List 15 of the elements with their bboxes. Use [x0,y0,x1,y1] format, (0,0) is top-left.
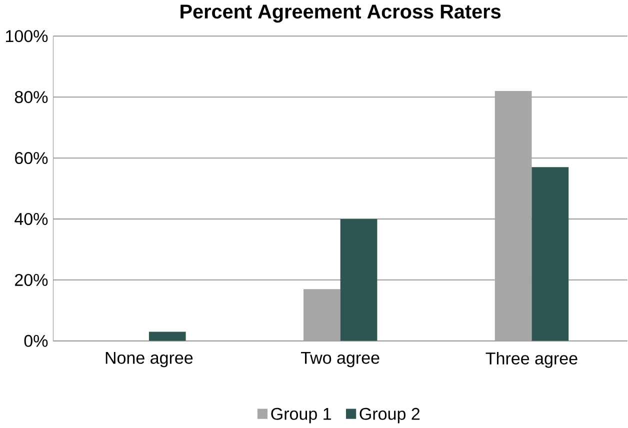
x-tick-label: Two agree [301,352,380,368]
y-tick-label: 40% [14,213,48,226]
bar [532,167,569,342]
y-tick-label: 80% [14,91,48,104]
y-tick-label: 60% [15,152,48,164]
y-tick-label: 20% [15,274,48,286]
legend-label: Group 1 [271,408,331,424]
chart-title: Percent Agreement Across Raters [180,4,501,23]
y-tick-label: 0% [24,335,48,348]
x-tick-label: Three agree [486,352,578,368]
legend-label: Group 2 [360,408,420,424]
bar [340,219,378,342]
x-tick-label: None agree [106,352,193,368]
y-tick-label: 100% [6,30,48,42]
bar [148,332,186,342]
